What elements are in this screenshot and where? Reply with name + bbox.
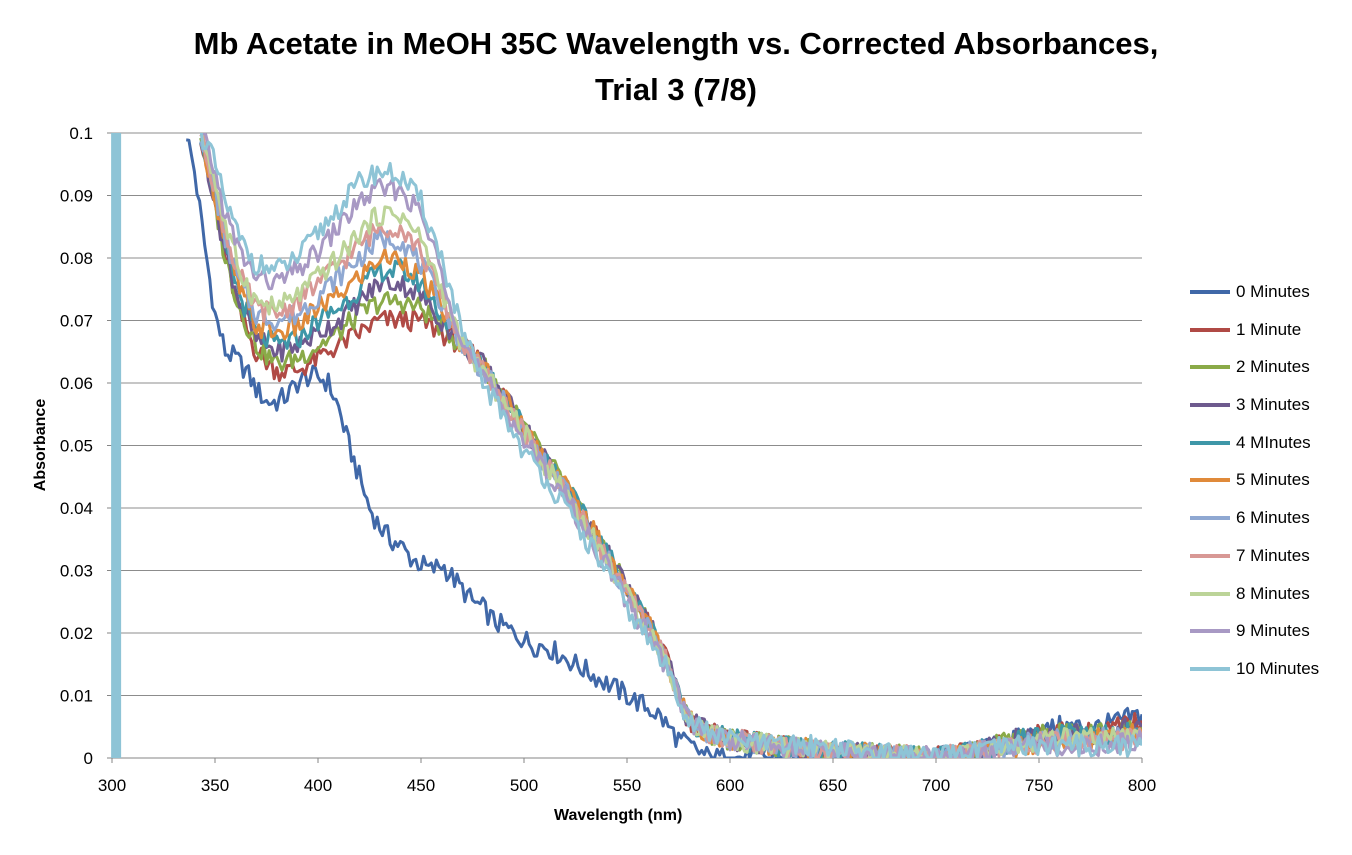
- chart-title-line-1: Mb Acetate in MeOH 35C Wavelength vs. Co…: [193, 26, 1159, 61]
- legend-item: 7 Minutes: [1188, 546, 1348, 584]
- legend: 0 Minutes 1 Minute 2 Minutes 3 Minutes 4 MIn…: [1188, 282, 1348, 697]
- y-tick-label: 0.1: [69, 124, 93, 143]
- legend-label: 2 Minutes: [1236, 357, 1310, 377]
- y-axis-title: Absorbance: [32, 398, 50, 492]
- legend-swatch: [1190, 290, 1230, 294]
- legend-swatch: [1190, 440, 1230, 445]
- legend-item: 8 Minutes: [1188, 584, 1348, 622]
- legend-label: 4 MInutes: [1236, 432, 1311, 452]
- legend-item: 5 Minutes: [1188, 470, 1348, 508]
- y-tick-label: 0: [84, 749, 93, 768]
- legend-item: 6 Minutes: [1188, 508, 1348, 546]
- legend-item: 1 Minute: [1188, 320, 1348, 358]
- legend-label: 5 Minutes: [1236, 470, 1310, 490]
- legend-label: 7 Minutes: [1236, 545, 1310, 565]
- x-tick-label: 800: [1128, 776, 1156, 795]
- x-tick-label: 300: [98, 776, 126, 795]
- legend-item: 3 Minutes: [1188, 395, 1348, 433]
- legend-item: 10 Minutes: [1188, 659, 1348, 697]
- legend-swatch: [1190, 478, 1230, 483]
- legend-label: 0 Minutes: [1236, 282, 1310, 301]
- legend-swatch: [1190, 666, 1230, 671]
- legend-swatch: [1190, 591, 1230, 596]
- x-tick-label: 650: [819, 776, 847, 795]
- legend-swatch: [1190, 403, 1230, 408]
- x-tick-label: 700: [922, 776, 950, 795]
- x-tick-label: 600: [716, 776, 744, 795]
- legend-swatch: [1190, 629, 1230, 634]
- y-tick-label: 0.07: [60, 312, 93, 331]
- y-tick-label: 0.01: [60, 687, 93, 706]
- legend-item: 4 MInutes: [1188, 433, 1348, 471]
- vertical-bar: [111, 133, 122, 758]
- y-tick-label: 0.09: [60, 187, 93, 206]
- legend-item: 2 Minutes: [1188, 357, 1348, 395]
- y-tick-label: 0.02: [60, 624, 93, 643]
- y-tick-label: 0.04: [60, 499, 93, 518]
- series-line-3: [200, 136, 1142, 758]
- y-tick-label: 0.05: [60, 437, 93, 456]
- legend-label: 9 Minutes: [1236, 621, 1310, 641]
- legend-item: 0 Minutes: [1188, 282, 1348, 320]
- x-tick-label: 550: [613, 776, 641, 795]
- y-tick-label: 0.08: [60, 249, 93, 268]
- legend-label: 10 Minutes: [1236, 658, 1320, 678]
- legend-label: 1 Minute: [1236, 319, 1302, 339]
- legend-item: 9 Minutes: [1188, 621, 1348, 659]
- legend-swatch: [1190, 553, 1230, 558]
- series-line-10: [199, 133, 1142, 758]
- x-tick-label: 350: [201, 776, 229, 795]
- y-tick-label: 0.06: [60, 374, 93, 393]
- legend-label: 3 Minutes: [1236, 395, 1310, 415]
- legend-swatch: [1190, 365, 1230, 370]
- x-tick-label: 500: [510, 776, 538, 795]
- x-tick-label: 400: [304, 776, 332, 795]
- legend-swatch: [1190, 516, 1230, 521]
- legend-label: 8 Minutes: [1236, 583, 1310, 603]
- legend-label: 6 Minutes: [1236, 508, 1310, 528]
- chart-title-line-2: Trial 3 (7/8): [595, 72, 757, 107]
- legend-swatch: [1190, 327, 1230, 332]
- x-tick-label: 750: [1025, 776, 1053, 795]
- y-tick-label: 0.03: [60, 562, 93, 581]
- x-axis-title: Wavelength (nm): [554, 807, 683, 824]
- x-tick-label: 450: [407, 776, 435, 795]
